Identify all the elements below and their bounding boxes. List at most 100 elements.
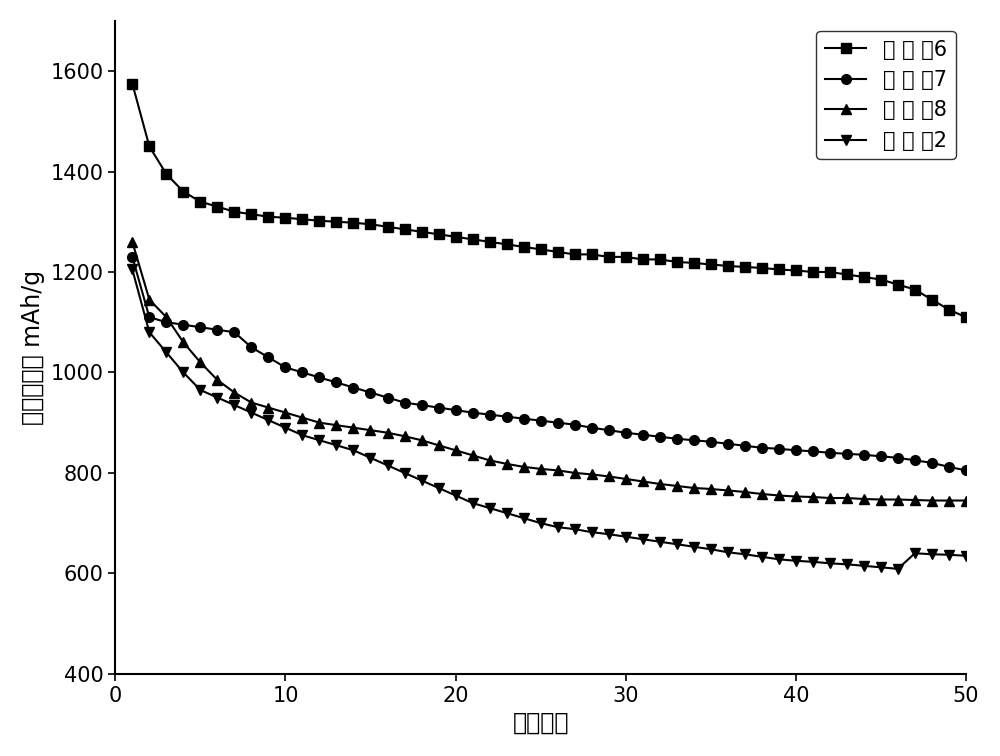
实 施 例8 xyxy=(279,408,291,417)
对 比 例2 xyxy=(211,393,223,402)
实 施 例8 xyxy=(552,466,564,475)
实 施 例7 xyxy=(484,410,496,419)
实 施 例8 xyxy=(688,483,700,492)
实 施 例7 xyxy=(194,323,206,332)
实 施 例7 xyxy=(671,434,683,443)
对 比 例2 xyxy=(926,550,938,559)
实 施 例8 xyxy=(705,485,717,494)
实 施 例7 xyxy=(841,449,853,458)
实 施 例7 xyxy=(211,325,223,334)
对 比 例2 xyxy=(824,559,836,568)
对 比 例2 xyxy=(722,547,734,556)
实 施 例8 xyxy=(313,418,325,427)
实 施 例7 xyxy=(892,454,904,463)
实 施 例8 xyxy=(347,423,359,432)
实 施 例7 xyxy=(518,414,530,423)
实 施 例8 xyxy=(330,420,342,429)
实 施 例8 xyxy=(535,464,547,473)
实 施 例6 xyxy=(399,225,411,234)
实 施 例8 xyxy=(467,451,479,460)
实 施 例7 xyxy=(739,442,751,451)
对 比 例2 xyxy=(160,348,172,357)
实 施 例7 xyxy=(569,420,581,429)
实 施 例8 xyxy=(228,388,240,397)
对 比 例2 xyxy=(569,525,581,534)
对 比 例2 xyxy=(382,461,394,470)
对 比 例2 xyxy=(603,530,615,539)
对 比 例2 xyxy=(364,454,376,463)
实 施 例8 xyxy=(569,469,581,478)
实 施 例6 xyxy=(824,268,836,277)
实 施 例8 xyxy=(450,446,462,455)
实 施 例7 xyxy=(552,418,564,427)
实 施 例7 xyxy=(535,416,547,425)
对 比 例2 xyxy=(279,423,291,432)
实 施 例6 xyxy=(382,222,394,231)
实 施 例6 xyxy=(296,215,308,224)
对 比 例2 xyxy=(671,540,683,549)
实 施 例6 xyxy=(364,220,376,229)
实 施 例7 xyxy=(416,401,428,410)
实 施 例6 xyxy=(722,262,734,271)
对 比 例2 xyxy=(552,522,564,531)
Line: 实 施 例6: 实 施 例6 xyxy=(127,79,971,322)
实 施 例6 xyxy=(330,217,342,226)
对 比 例2 xyxy=(245,408,257,417)
实 施 例6 xyxy=(756,263,768,272)
实 施 例7 xyxy=(773,445,785,454)
实 施 例7 xyxy=(875,452,887,461)
实 施 例6 xyxy=(262,212,274,222)
实 施 例6 xyxy=(807,268,819,277)
实 施 例6 xyxy=(773,265,785,274)
Line: 实 施 例8: 实 施 例8 xyxy=(127,237,971,505)
实 施 例8 xyxy=(484,456,496,465)
实 施 例6 xyxy=(467,235,479,244)
实 施 例6 xyxy=(943,305,955,314)
对 比 例2 xyxy=(194,386,206,395)
Y-axis label: 放电比容量 mAh/g: 放电比容量 mAh/g xyxy=(21,270,45,425)
实 施 例8 xyxy=(637,477,649,486)
实 施 例8 xyxy=(416,435,428,445)
实 施 例8 xyxy=(160,313,172,322)
实 施 例7 xyxy=(126,253,138,262)
对 比 例2 xyxy=(330,441,342,450)
实 施 例6 xyxy=(569,250,581,259)
对 比 例2 xyxy=(620,532,632,541)
实 施 例6 xyxy=(960,313,972,322)
实 施 例7 xyxy=(177,321,189,330)
实 施 例6 xyxy=(450,232,462,241)
实 施 例6 xyxy=(586,250,598,259)
实 施 例6 xyxy=(347,218,359,228)
实 施 例8 xyxy=(586,470,598,479)
实 施 例8 xyxy=(364,426,376,435)
实 施 例8 xyxy=(126,237,138,246)
实 施 例8 xyxy=(245,398,257,407)
实 施 例7 xyxy=(620,428,632,437)
对 比 例2 xyxy=(807,557,819,566)
实 施 例7 xyxy=(926,458,938,467)
实 施 例6 xyxy=(739,262,751,271)
实 施 例8 xyxy=(943,496,955,505)
实 施 例6 xyxy=(228,207,240,216)
对 比 例2 xyxy=(790,556,802,565)
实 施 例7 xyxy=(688,435,700,445)
实 施 例7 xyxy=(824,448,836,457)
实 施 例6 xyxy=(518,243,530,252)
对 比 例2 xyxy=(637,534,649,544)
实 施 例8 xyxy=(177,338,189,347)
对 比 例2 xyxy=(739,550,751,559)
实 施 例6 xyxy=(688,259,700,268)
对 比 例2 xyxy=(501,509,513,518)
对 比 例2 xyxy=(688,542,700,551)
实 施 例7 xyxy=(296,368,308,377)
实 施 例7 xyxy=(279,363,291,372)
实 施 例8 xyxy=(143,295,155,304)
实 施 例6 xyxy=(126,79,138,88)
实 施 例8 xyxy=(807,492,819,501)
实 施 例7 xyxy=(637,430,649,439)
对 比 例2 xyxy=(416,476,428,485)
对 比 例2 xyxy=(177,368,189,377)
对 比 例2 xyxy=(484,503,496,513)
对 比 例2 xyxy=(773,555,785,564)
对 比 例2 xyxy=(126,265,138,274)
